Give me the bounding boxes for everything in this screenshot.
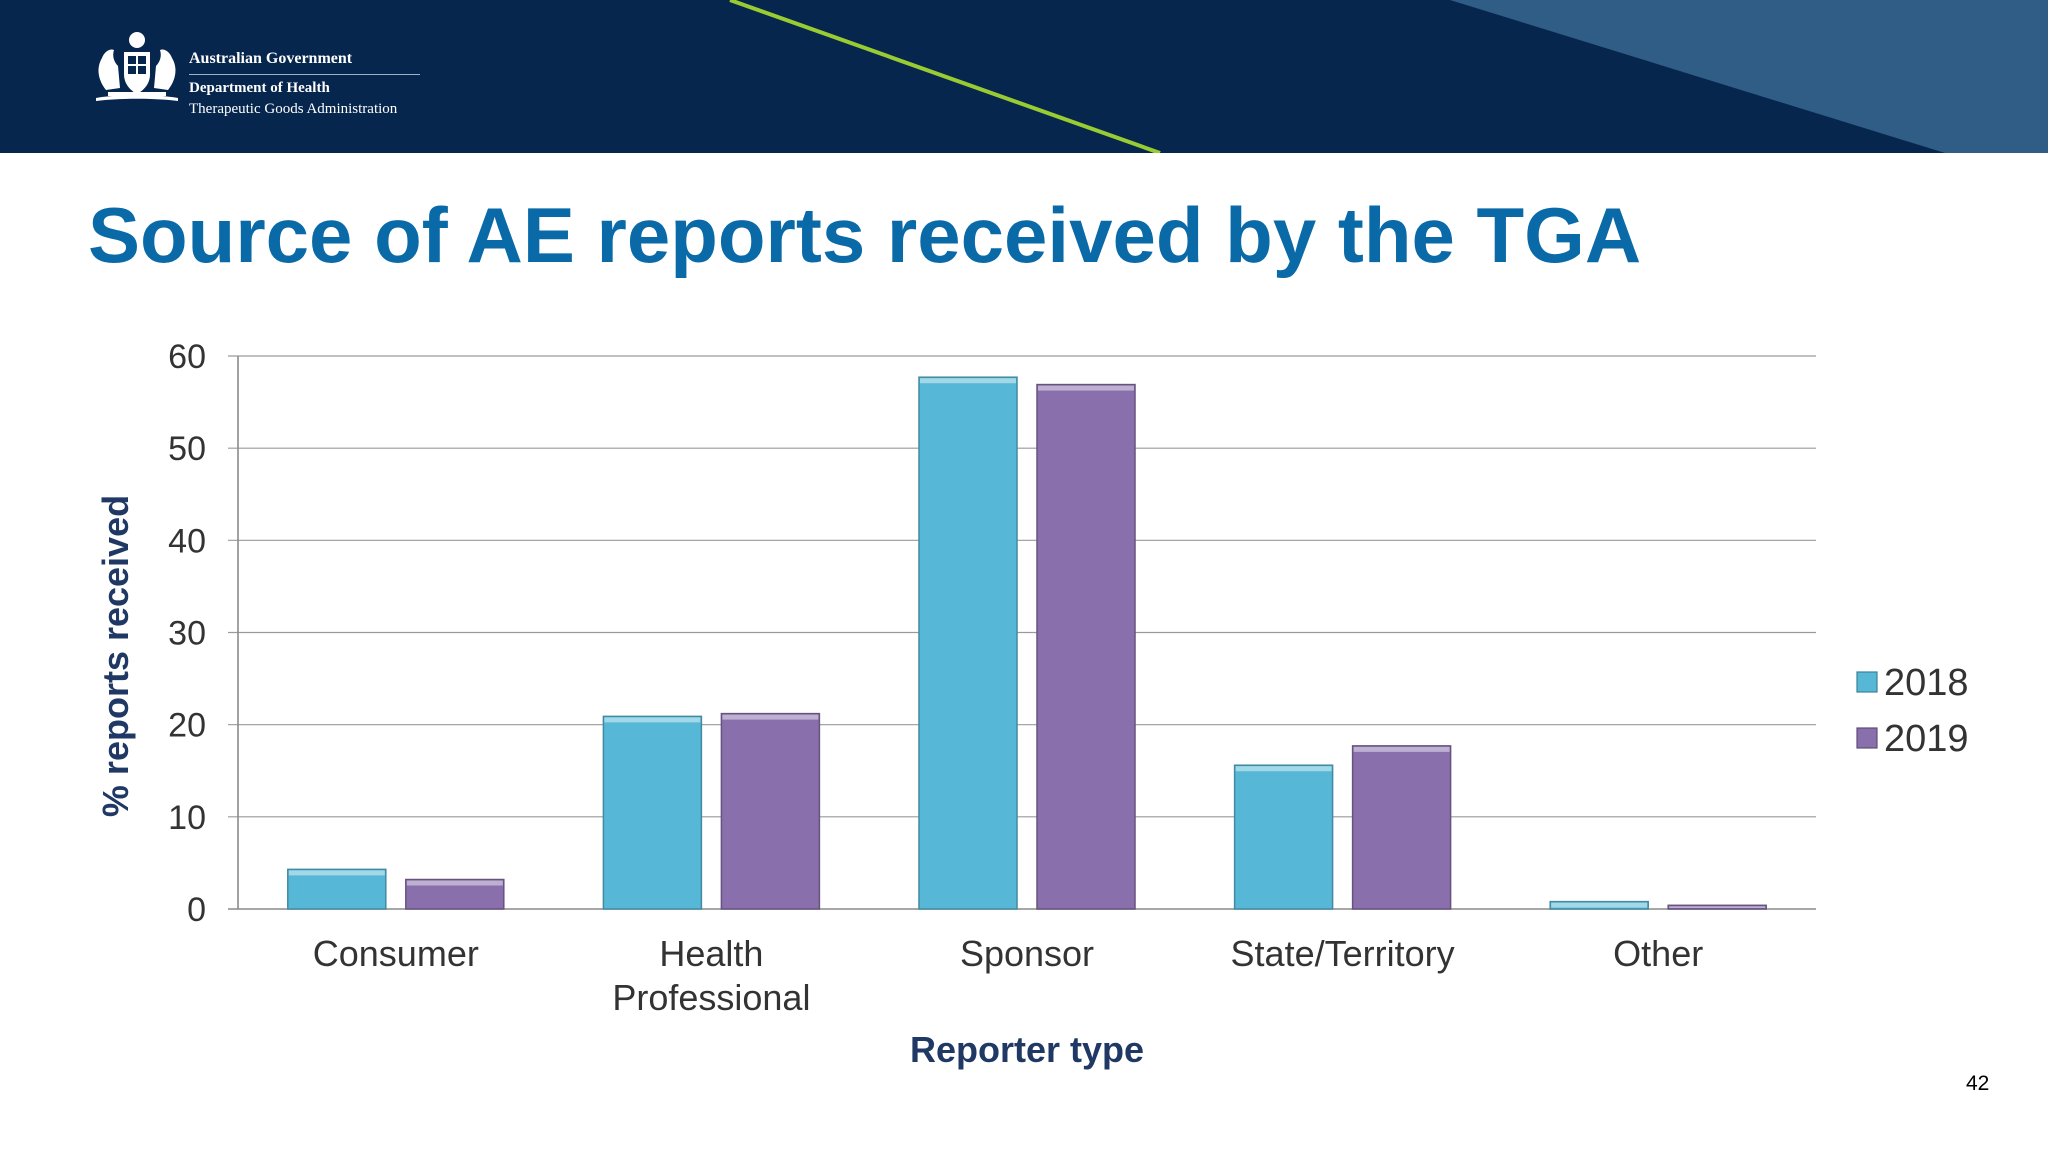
x-tick-label: Professional [612,977,810,1018]
page-number: 42 [1966,1072,1990,1095]
legend-label: 2019 [1884,718,1969,760]
department-name: Department of Health [189,80,330,96]
x-tick-label: State/Territory [1231,933,1455,974]
coat-of-arms-icon [96,32,178,101]
bar [1233,764,1334,910]
x-tick-label: Health [659,933,763,974]
y-tick-label: 20 [168,707,206,745]
bar-highlight [1038,385,1134,391]
bar [1036,383,1136,910]
bar-highlight [920,378,1016,384]
y-axis-title: % reports received [95,495,136,817]
bar-highlight [288,870,385,876]
bar [602,715,703,910]
banner-accent-stripe [729,0,1161,153]
bar-highlight [1353,746,1450,752]
x-axis-title: Reporter type [910,1029,1144,1070]
banner-slate-panel [1450,0,2048,153]
bar [720,712,821,910]
header-banner [0,0,2048,153]
header-divider [189,74,420,75]
bar-highlight [604,717,701,723]
y-tick-label: 60 [168,338,206,376]
y-tick-label: 40 [168,522,206,560]
legend-swatch [1856,727,1878,749]
bar [287,868,387,910]
y-tick-label: 30 [168,615,206,653]
x-tick-label: Sponsor [960,933,1094,974]
x-tick-label: Other [1613,933,1703,974]
y-tick-label: 0 [187,891,206,929]
legend-swatch [1856,671,1878,693]
bar [1351,745,1452,910]
y-tick-label: 10 [168,799,206,837]
bar-highlight [1669,906,1766,908]
bar-highlight [1235,766,1332,772]
y-tick-label: 50 [168,430,206,468]
bar-highlight [722,714,819,720]
x-tick-label: Consumer [313,933,479,974]
bar [918,376,1018,910]
government-name: Australian Government [189,50,353,67]
legend-label: 2018 [1884,662,1969,704]
agency-name: Therapeutic Goods Administration [189,101,398,117]
bar-highlight [1551,902,1648,908]
bar-highlight [406,880,503,886]
slide-title: Source of AE reports received by the TGA [88,191,1642,279]
